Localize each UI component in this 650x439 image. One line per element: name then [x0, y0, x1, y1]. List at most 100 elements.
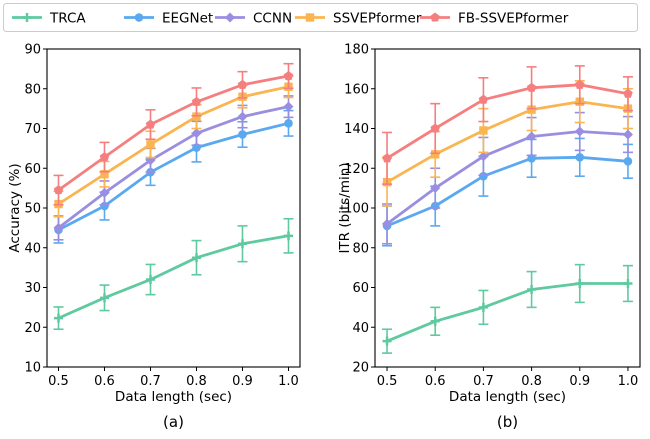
y-tick-label: 60 — [24, 162, 41, 177]
y-tick-label: 120 — [344, 162, 369, 177]
x-tick-label: 0.9 — [232, 374, 253, 389]
y-tick-label: 80 — [352, 241, 369, 256]
data-point — [54, 313, 63, 323]
data-point — [238, 239, 247, 249]
data-point — [479, 126, 488, 135]
legend-item: CCNN — [215, 11, 292, 27]
y-tick-label: 70 — [24, 122, 41, 137]
legend-marker — [134, 13, 144, 22]
series-line — [386, 83, 629, 160]
x-tick-label: 0.6 — [94, 374, 115, 389]
data-point — [283, 101, 294, 112]
series-fb-ssvepformer — [53, 62, 294, 206]
series-line — [57, 105, 289, 230]
data-point — [100, 170, 109, 179]
series-line — [57, 121, 289, 232]
data-point — [53, 222, 64, 233]
data-point — [145, 119, 156, 129]
y-tick-label: 90 — [24, 43, 41, 58]
data-point — [430, 183, 441, 194]
data-point — [574, 126, 585, 137]
legend-item: FB-SSVEPformer — [420, 11, 569, 27]
x-tick-label: 1.0 — [278, 374, 299, 389]
plot-frame — [46, 48, 301, 368]
x-axis-label: Data length (sec) — [115, 389, 232, 405]
data-point — [623, 279, 633, 289]
y-tick-label: 40 — [24, 241, 41, 256]
series-line — [386, 100, 629, 184]
data-point — [283, 71, 294, 81]
legend-marker — [305, 13, 315, 22]
data-point — [382, 218, 393, 229]
series-trca — [382, 263, 633, 354]
y-tick-label: 30 — [24, 281, 41, 296]
data-point — [623, 88, 633, 98]
x-tick-label: 0.6 — [425, 374, 446, 389]
series-line — [57, 85, 289, 206]
data-point — [284, 231, 293, 241]
data-point — [430, 316, 440, 326]
data-point — [623, 156, 633, 166]
legend-item: EEGNet — [124, 11, 213, 27]
legend-item: SSVEPformer — [295, 11, 422, 27]
data-point — [192, 253, 201, 263]
panel-label: (b) — [497, 413, 518, 431]
y-tick-label: 60 — [352, 281, 369, 296]
legend-marker — [430, 12, 440, 22]
y-axis-label: Accuracy (%) — [7, 163, 23, 252]
data-point — [622, 129, 633, 140]
series-eegnet — [382, 137, 633, 247]
x-tick-label: 0.8 — [521, 374, 542, 389]
data-point — [478, 94, 489, 104]
data-point — [191, 128, 202, 139]
data-point — [100, 201, 109, 211]
data-point — [99, 152, 110, 162]
data-point — [237, 79, 248, 89]
y-tick-label: 140 — [344, 122, 369, 137]
x-tick-label: 0.9 — [569, 374, 590, 389]
data-point — [526, 131, 537, 142]
legend-marker — [225, 12, 235, 23]
legend: TRCA EEGNet CCNN SSVEPformer FB-SSVEPformer — [3, 3, 638, 32]
series-fb-ssvepformer — [382, 65, 633, 185]
chart-panel-a: 10 20 30 40 50 60 70 80 90 0.5 0.6 0.7 0.8 0.9 1.0 Data… — [7, 43, 301, 431]
legend-label: EEGNet — [162, 11, 213, 27]
data-point — [527, 154, 536, 163]
series-ccnn — [382, 111, 633, 245]
y-tick-label: 80 — [24, 82, 41, 97]
legend-label: TRCA — [49, 11, 86, 27]
x-tick-label: 0.5 — [377, 374, 398, 389]
series-line — [57, 234, 289, 320]
data-point — [478, 302, 488, 312]
y-tick-label: 20 — [24, 321, 41, 336]
panel-label: (a) — [163, 413, 184, 431]
plot-frame — [374, 48, 641, 368]
chart-panel-b: 20 40 60 80 100 120 140 160 180 0.5 0.6 0.7 0.8 0.9 1.… — [337, 43, 641, 431]
data-point — [527, 105, 536, 114]
data-point — [479, 171, 488, 181]
y-tick-label: 10 — [24, 361, 41, 376]
legend-label: SSVEPformer — [333, 11, 422, 27]
data-point — [382, 336, 392, 346]
data-point — [382, 153, 392, 163]
data-point — [100, 293, 109, 303]
series-ssvepformer — [382, 80, 633, 207]
y-tick-label: 40 — [352, 321, 369, 336]
data-point — [191, 96, 202, 106]
x-tick-label: 1.0 — [618, 374, 639, 389]
y-tick-label: 20 — [352, 361, 369, 376]
series-line — [386, 282, 628, 343]
data-point — [575, 79, 585, 89]
legend-label: FB-SSVEPformer — [458, 11, 569, 27]
data-point — [237, 111, 248, 122]
x-tick-label: 0.5 — [48, 374, 69, 389]
legend-label: CCNN — [253, 11, 292, 27]
series-trca — [53, 217, 294, 331]
y-tick-label: 160 — [344, 82, 369, 97]
data-point — [146, 275, 155, 285]
series-line — [386, 130, 629, 226]
series-line — [386, 155, 629, 228]
legend-marker — [22, 13, 32, 22]
y-axis-label: ITR (bits/min) — [337, 162, 353, 253]
